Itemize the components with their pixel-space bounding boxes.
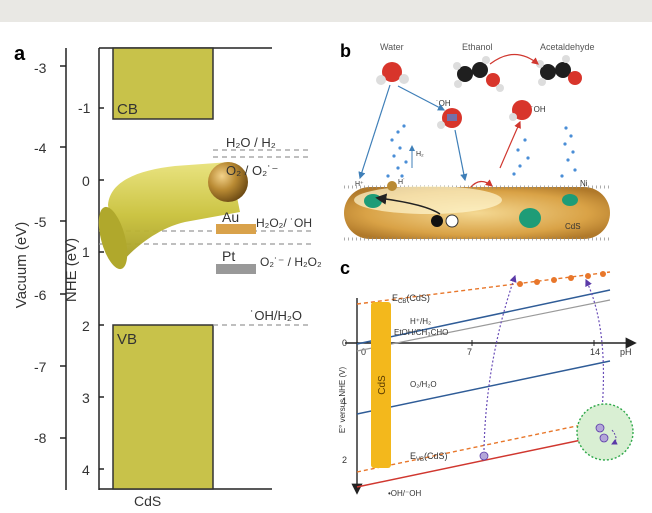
- panel-a-label: a: [14, 43, 26, 65]
- level-h2o2-oh: H₂O₂/ ˙OH: [256, 216, 312, 230]
- ethanol-label: Ethanol: [462, 42, 493, 52]
- evb-label: EVB(CdS): [410, 451, 448, 463]
- redox-level-lines: [99, 149, 312, 326]
- acetaldehyde-label: Acetaldehyde: [540, 42, 595, 52]
- valence-band: [112, 324, 214, 490]
- h-plus-label: H⁺: [355, 181, 364, 188]
- c-y-axis-label: E° versus NHE (V): [338, 367, 347, 434]
- nhe-ticks: -1 0 1 2 3 4: [78, 100, 91, 478]
- c-y-tick: 1: [342, 396, 347, 406]
- oh-oh-line: [356, 433, 611, 488]
- o2-h2o-label: O₂/H₂O: [410, 380, 437, 389]
- ph-14-highlight: [576, 403, 634, 461]
- level-o2-h2o2: O₂˙⁻ / H₂O₂: [260, 255, 322, 269]
- panel-b-label: b: [340, 41, 351, 61]
- au-label: Au: [222, 209, 239, 225]
- c-y-tick: 0: [342, 338, 347, 348]
- cds-bar: [371, 302, 391, 468]
- vacuum-tick: -4: [34, 140, 47, 156]
- cds-nanorod-b: [344, 181, 610, 241]
- vacuum-tick: -8: [34, 430, 47, 446]
- au-strip: [216, 224, 256, 234]
- oh-radical-molecule-2: [509, 100, 532, 121]
- cb-label: CB: [117, 101, 138, 118]
- acetaldehyde-molecule: [536, 55, 582, 86]
- h-dot-label: H˙: [398, 178, 405, 186]
- hydrogen-bubbles: [386, 124, 577, 178]
- water-molecule: [376, 62, 409, 85]
- nhe-tick: 1: [82, 244, 90, 260]
- vacuum-axis-label: Vacuum (eV): [13, 222, 30, 308]
- c-x-axis-label: pH: [620, 347, 632, 357]
- nhe-tick: 0: [82, 173, 90, 189]
- level-h2o-h2: H₂O / H₂: [226, 135, 276, 150]
- nhe-tick: -1: [78, 100, 91, 116]
- c-x-tick: 7: [467, 347, 472, 357]
- vacuum-ticks: -3 -4 -5 -6 -7 -8: [34, 60, 47, 446]
- pt-strip: [216, 264, 256, 274]
- c-y-tick: 2: [342, 455, 347, 465]
- nhe-tick: 4: [82, 462, 90, 478]
- oh-radical-label: ˙OH: [436, 99, 451, 108]
- etoh-label: EtOH/CH₃CHO: [394, 328, 448, 337]
- vacuum-tick: -6: [34, 287, 47, 303]
- vacuum-tick: -3: [34, 60, 47, 76]
- c-x-tick: 14: [590, 347, 600, 357]
- gold-nanoparticle: [208, 162, 248, 202]
- pt-label: Pt: [222, 248, 235, 264]
- ni-label: Ni: [580, 179, 588, 188]
- vacuum-tick: -5: [34, 214, 47, 230]
- material-label: CdS: [134, 493, 161, 509]
- water-label: Water: [380, 42, 404, 52]
- nhe-tick: 3: [82, 390, 90, 406]
- conduction-band: [112, 47, 214, 120]
- c-x-tick: 0: [361, 347, 366, 357]
- h2-label: H₂: [416, 151, 424, 158]
- ecb-line: [356, 271, 611, 305]
- h-h2-line: [356, 289, 611, 345]
- ecb-dots: [517, 271, 606, 287]
- o2-h2o-line: [356, 360, 611, 415]
- cds-b-label: CdS: [565, 222, 581, 231]
- ecb-label: ECB(CdS): [392, 293, 430, 305]
- hole-dot: [479, 451, 489, 461]
- panel-c-label: c: [340, 258, 350, 278]
- level-o2-o2: O₂ / O₂˙⁻: [226, 163, 278, 178]
- nhe-axis-label: NHE (eV): [63, 238, 80, 302]
- ethanol-molecule: [453, 56, 504, 92]
- oh-radical-molecule: [437, 108, 462, 129]
- nanorod-illustration: [98, 162, 248, 270]
- nhe-tick: 2: [82, 318, 90, 334]
- oh-oh-label: •OH/⁻OH: [388, 489, 421, 498]
- cds-bar-label: CdS: [377, 375, 388, 395]
- level-oh-h2o: ˙OH/H₂O: [250, 308, 302, 323]
- vb-label: VB: [117, 331, 137, 348]
- top-strip: [0, 0, 652, 22]
- etoh-line: [356, 299, 611, 352]
- vacuum-tick: -7: [34, 359, 47, 375]
- oh-radical-label-2: ˙OH: [531, 105, 546, 114]
- evb-line: [356, 418, 611, 473]
- h-h2-label: H⁺/H₂: [410, 317, 431, 326]
